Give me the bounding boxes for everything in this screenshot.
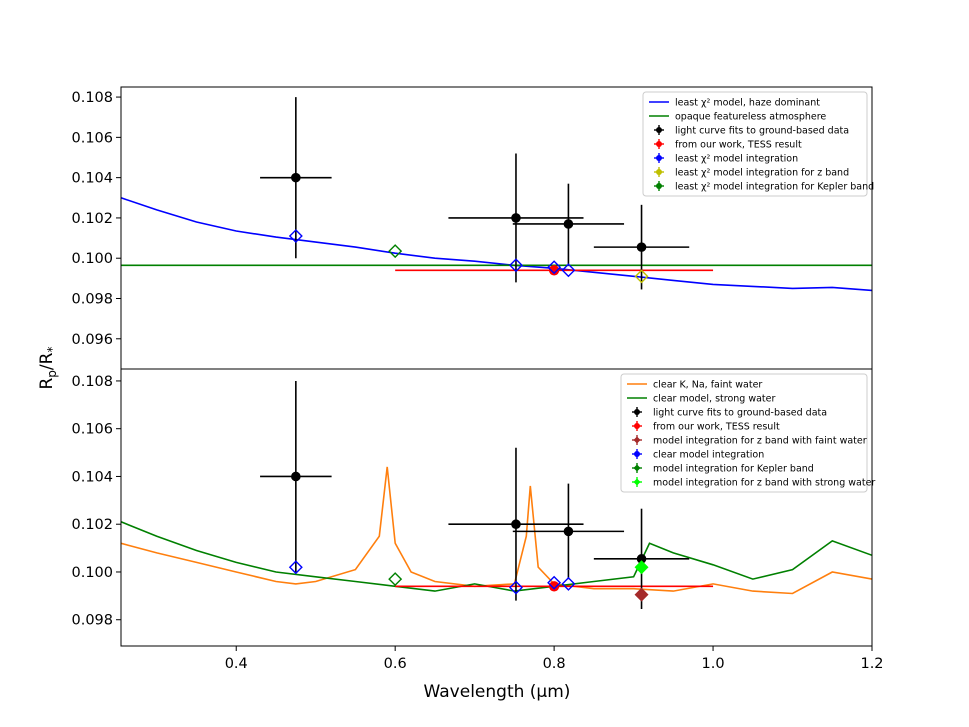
legend-point-swatch <box>656 127 662 133</box>
z-band-faint-marker <box>634 587 649 602</box>
z-band-strong-marker <box>634 560 649 575</box>
legend-point-swatch <box>656 155 662 161</box>
legend-point-swatch <box>656 169 662 175</box>
x-tick-label: 1.2 <box>860 656 883 672</box>
legend-box <box>620 373 868 493</box>
y-tick-label: 0.108 <box>71 374 113 390</box>
model-integration-marker <box>561 263 576 278</box>
legend-label: least χ² model integration for z band <box>675 168 849 179</box>
legend-label: least χ² model integration <box>675 154 798 165</box>
model-integration-marker <box>547 260 562 275</box>
x-axis: 0.4 0.6 0.8 1.0 1.2 <box>225 646 884 672</box>
bottom-panel: 0.098 0.100 0.102 0.104 0.106 0.108 clear K, N… <box>71 368 875 647</box>
model-integration-marker <box>547 575 562 590</box>
ground-point <box>636 242 647 252</box>
y-tick-label: 0.100 <box>71 251 113 267</box>
panel-frame <box>120 368 873 647</box>
y-tick-label: 0.102 <box>71 517 113 533</box>
ground-point <box>563 526 574 537</box>
y-tick-label: 0.106 <box>71 422 113 438</box>
tess-point <box>548 581 560 592</box>
legend-label: from our work, TESS result <box>653 422 780 433</box>
kepler-band-marker <box>388 244 403 259</box>
x-tick-label: 0.8 <box>543 656 566 672</box>
legend-point-swatch <box>634 451 640 457</box>
y-tick-label: 0.100 <box>71 565 113 581</box>
model-integration-marker <box>508 580 523 595</box>
model-integration-marker <box>288 560 303 575</box>
kepler-band-marker <box>388 572 403 587</box>
top-panel: 0.096 0.098 0.100 0.102 0.104 0.106 0.108 least… <box>71 86 874 370</box>
y-tick-label: 0.106 <box>71 130 113 146</box>
x-tick-label: 0.6 <box>384 656 407 672</box>
legend-diamond-swatch <box>633 436 641 444</box>
x-tick-label: 0.4 <box>225 656 248 672</box>
legend-label: clear K, Na, faint water <box>653 380 762 391</box>
model-integration-marker <box>508 258 523 273</box>
y-tick-label: 0.104 <box>71 469 113 485</box>
series-line <box>121 197 872 292</box>
x-axis-label: Wavelength (μm) <box>424 682 571 702</box>
legend-label: light curve fits to ground-based data <box>675 126 849 137</box>
legend-label: model integration for Kepler band <box>653 464 814 475</box>
legend-label: model integration for z band with faint … <box>653 436 867 447</box>
y-tick-label: 0.104 <box>71 171 113 187</box>
y-axis-label: Rp/R* <box>37 347 59 390</box>
legend-label: clear model integration <box>653 450 764 461</box>
ground-point <box>636 554 647 564</box>
y-tick-label: 0.108 <box>71 90 113 106</box>
y-tick-label: 0.096 <box>71 332 113 348</box>
y-tick-label: 0.102 <box>71 211 113 227</box>
legend-label: clear model, strong water <box>653 394 775 405</box>
legend-label: opaque featureless atmosphere <box>675 112 826 123</box>
legend-label: least χ² model integration for Kepler ba… <box>675 182 874 193</box>
x-tick-label: 1.0 <box>702 656 725 672</box>
ground-point <box>511 213 521 223</box>
legend-point-swatch <box>656 141 662 147</box>
ground-point <box>291 471 301 482</box>
ground-point <box>511 519 521 530</box>
model-integration-marker <box>288 229 303 244</box>
legend-diamond-swatch <box>633 464 641 472</box>
ground-point <box>291 172 301 183</box>
legend-point-swatch <box>656 183 662 189</box>
legend-label: light curve fits to ground-based data <box>653 408 827 419</box>
model-integration-marker <box>561 576 576 591</box>
y-tick-label: 0.098 <box>71 613 113 629</box>
legend-label: least χ² model, haze dominant <box>675 98 820 109</box>
legend-label: from our work, TESS result <box>675 140 802 151</box>
tess-point <box>548 265 560 276</box>
ground-point <box>563 219 574 229</box>
legend-label: model integration for z band with strong… <box>653 478 875 489</box>
series-group <box>121 197 872 292</box>
legend-box <box>642 91 868 197</box>
z-band-marker <box>634 269 649 284</box>
y-tick-label: 0.098 <box>71 292 113 308</box>
legend-point-swatch <box>634 423 640 429</box>
legend-point-swatch <box>634 409 640 415</box>
legend-diamond-swatch <box>633 478 641 486</box>
